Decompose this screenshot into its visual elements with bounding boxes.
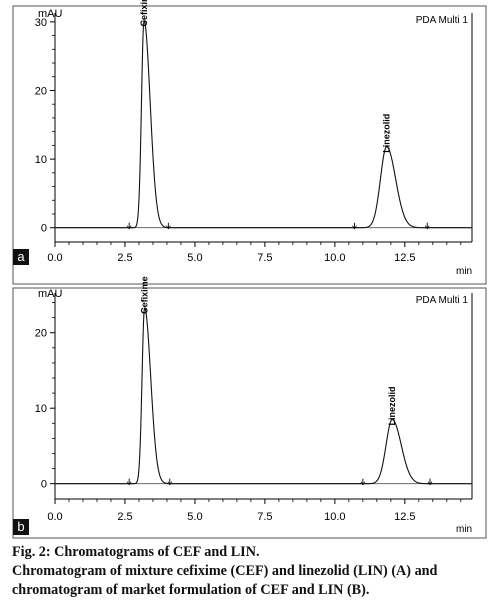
x-tick-label: 10.0 <box>324 511 345 523</box>
legend-label: PDA Multi 1 <box>416 295 469 306</box>
x-tick-label: 2.5 <box>117 252 132 264</box>
y-tick-label: 30 <box>35 17 47 29</box>
integration-marker-arrow <box>166 225 171 230</box>
legend-label: PDA Multi 1 <box>416 15 469 26</box>
chromatogram-trace <box>55 19 472 229</box>
integration-marker-arrow <box>427 481 433 486</box>
y-axis-label: mAU <box>38 288 63 300</box>
y-axis-label: mAU <box>38 8 63 20</box>
y-tick-label: 10 <box>35 154 47 166</box>
panel-b-frame <box>12 287 487 539</box>
x-tick-label: 0.0 <box>47 511 62 523</box>
x-tick-label: 5.0 <box>187 252 202 264</box>
x-tick-label: 12.5 <box>394 252 415 264</box>
integration-marker-arrow <box>352 225 357 230</box>
y-tick-label: 0 <box>41 223 47 235</box>
peak-label: Linezolid <box>387 387 397 426</box>
chromatogram-trace <box>55 307 472 485</box>
x-axis-label: min <box>456 524 472 535</box>
y-tick-label: 10 <box>35 403 47 415</box>
x-tick-label: 0.0 <box>47 252 62 264</box>
x-tick-label: 10.0 <box>324 252 345 264</box>
panel-label: b <box>17 519 24 534</box>
panel-label: a <box>17 249 25 264</box>
caption-line: chromatogram of market formulation of CE… <box>12 582 370 598</box>
x-tick-label: 2.5 <box>117 511 132 523</box>
panel-b: 0 10 20 0.0 2.5 5.0 7.5 10.0 12.5 mAU min PDA Multi… <box>13 276 473 535</box>
peak-label: Cefixime <box>139 0 149 26</box>
y-tick-label: 0 <box>41 479 47 491</box>
panel-label-box <box>13 519 29 535</box>
x-axis-label: min <box>456 266 472 277</box>
y-tick-label: 20 <box>35 328 47 340</box>
panel-a: 0 10 20 30 0.0 2.5 5.0 7.5 10.0 12.5 mAU min PDA Mul… <box>13 0 473 277</box>
peak-label: Linezolid <box>382 114 392 153</box>
x-tick-label: 7.5 <box>257 511 272 523</box>
x-tick-label: 7.5 <box>257 252 272 264</box>
peak-label: Cefixime <box>140 276 150 314</box>
figure-caption: Fig. 2: Chromatograms of CEF and LIN. Ch… <box>12 543 496 600</box>
caption-title: Fig. 2: Chromatograms of CEF and LIN. <box>12 544 260 560</box>
x-tick-label: 12.5 <box>394 511 415 523</box>
y-tick-label: 20 <box>35 85 47 97</box>
panel-a-frame <box>12 5 487 285</box>
integration-marker-arrow <box>126 481 132 486</box>
panel-label-box <box>13 249 29 265</box>
integration-marker-arrow <box>126 225 132 230</box>
x-tick-label: 5.0 <box>187 511 202 523</box>
integration-marker-arrow <box>167 481 173 486</box>
integration-marker-arrow <box>424 225 430 230</box>
caption-line: Chromatogram of mixture cefixime (CEF) a… <box>12 563 438 579</box>
integration-marker-arrow <box>360 481 366 486</box>
